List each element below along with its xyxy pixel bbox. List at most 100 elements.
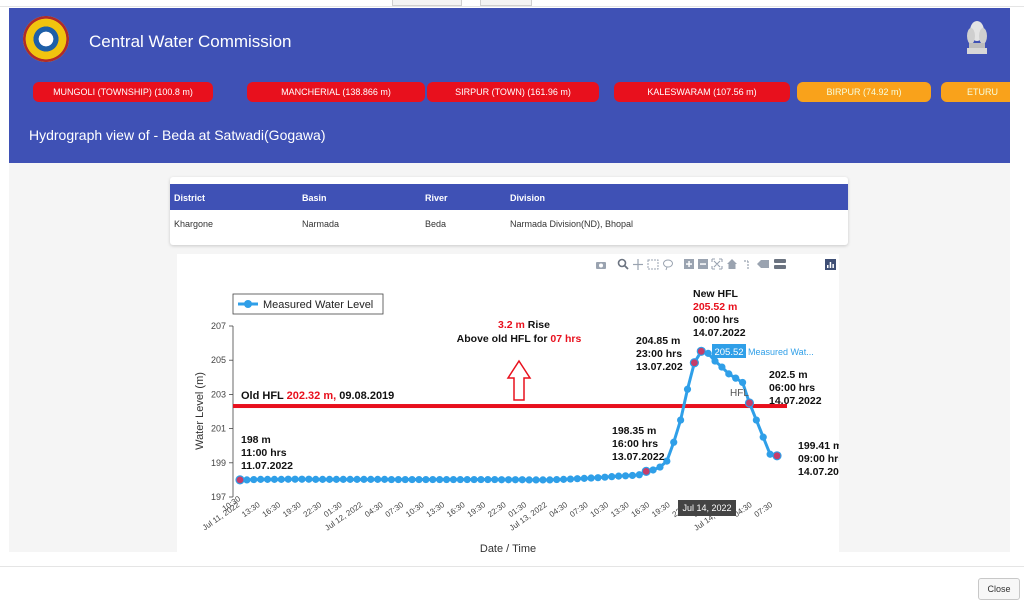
reset-axes-icon[interactable] <box>727 259 737 269</box>
data-point[interactable] <box>463 475 471 484</box>
data-point[interactable] <box>436 475 444 484</box>
highlighted-data-point[interactable] <box>235 475 245 485</box>
data-point[interactable] <box>449 475 458 484</box>
data-point[interactable] <box>615 472 623 480</box>
data-point[interactable] <box>525 476 533 484</box>
data-point[interactable] <box>725 370 733 378</box>
data-point[interactable] <box>319 475 327 483</box>
data-point[interactable] <box>346 475 354 483</box>
data-point[interactable] <box>491 475 499 484</box>
data-point[interactable] <box>477 475 485 484</box>
data-point[interactable] <box>305 475 313 483</box>
data-point[interactable] <box>263 475 272 483</box>
data-point[interactable] <box>663 457 671 465</box>
data-point[interactable] <box>284 475 292 483</box>
data-point[interactable] <box>635 471 643 479</box>
highlighted-data-point[interactable] <box>696 346 706 356</box>
data-point[interactable] <box>243 476 251 484</box>
data-point[interactable] <box>656 463 664 471</box>
data-point[interactable] <box>339 475 347 483</box>
data-point[interactable] <box>573 475 581 483</box>
station-chip-mancherial[interactable]: MANCHERIAL (138.866 m) <box>247 82 425 102</box>
data-point[interactable] <box>374 475 382 483</box>
data-point[interactable] <box>325 475 334 483</box>
data-point[interactable] <box>298 475 306 483</box>
data-point[interactable] <box>415 475 423 484</box>
top-tab[interactable] <box>392 0 462 6</box>
data-point[interactable] <box>408 475 416 484</box>
station-chip-eturu[interactable]: ETURU <box>941 82 1010 102</box>
data-point[interactable] <box>312 475 320 483</box>
data-point[interactable] <box>587 474 595 482</box>
data-point[interactable] <box>387 475 396 484</box>
data-point[interactable] <box>546 476 554 484</box>
data-point[interactable] <box>532 476 540 484</box>
data-point[interactable] <box>766 450 774 458</box>
data-point[interactable] <box>677 416 685 424</box>
data-point[interactable] <box>683 385 692 393</box>
data-point[interactable] <box>752 416 760 424</box>
data-point[interactable] <box>732 374 740 382</box>
zoom-out-icon[interactable] <box>698 259 708 269</box>
data-point[interactable] <box>594 474 602 482</box>
data-point[interactable] <box>711 357 719 365</box>
station-chip-kaleswaram[interactable]: KALESWARAM (107.56 m) <box>614 82 790 102</box>
data-point[interactable] <box>580 474 588 482</box>
data-point[interactable] <box>608 473 616 481</box>
data-point[interactable] <box>738 378 747 387</box>
pan-icon[interactable] <box>633 259 643 270</box>
station-chip-mungoli[interactable]: MUNGOLI (TOWNSHIP) (100.8 m) <box>33 82 213 102</box>
plotly-logo-icon[interactable] <box>825 259 836 270</box>
data-point[interactable] <box>456 475 464 484</box>
data-point[interactable] <box>704 349 712 357</box>
data-point[interactable] <box>511 476 519 484</box>
camera-icon[interactable] <box>596 262 606 269</box>
data-point[interactable] <box>277 475 285 483</box>
data-point[interactable] <box>539 476 547 484</box>
data-point[interactable] <box>429 475 437 484</box>
data-point[interactable] <box>332 475 340 483</box>
data-point[interactable] <box>718 363 726 371</box>
lasso-icon[interactable] <box>663 259 673 271</box>
data-point[interactable] <box>270 475 279 483</box>
zoom-in-icon[interactable] <box>684 259 694 269</box>
data-point[interactable] <box>559 475 568 483</box>
hover-closest-icon[interactable] <box>757 260 769 268</box>
data-point[interactable] <box>518 476 526 484</box>
data-point[interactable] <box>601 473 609 481</box>
data-point[interactable] <box>257 475 265 483</box>
autoscale-icon[interactable] <box>711 258 723 270</box>
data-point[interactable] <box>380 475 389 483</box>
data-point[interactable] <box>649 466 657 474</box>
data-point[interactable] <box>498 476 506 484</box>
data-point[interactable] <box>670 438 678 446</box>
hover-compare-icon[interactable] <box>774 259 786 269</box>
highlighted-data-point[interactable] <box>772 451 782 461</box>
data-point[interactable] <box>628 471 637 480</box>
data-point[interactable] <box>621 472 630 480</box>
measured-water-level-series[interactable] <box>235 346 782 485</box>
highlighted-data-point[interactable] <box>641 466 651 476</box>
data-point[interactable] <box>401 475 409 484</box>
data-point[interactable] <box>442 475 451 484</box>
top-tab[interactable] <box>480 0 532 6</box>
highlighted-data-point[interactable] <box>744 398 755 408</box>
box-select-icon[interactable] <box>647 259 659 270</box>
zoom-icon[interactable] <box>617 258 629 270</box>
data-point[interactable] <box>360 475 368 483</box>
highlighted-data-point[interactable] <box>689 358 699 368</box>
data-point[interactable] <box>394 475 402 484</box>
data-point[interactable] <box>553 475 561 484</box>
data-point[interactable] <box>291 475 299 483</box>
station-chip-sirpur[interactable]: SIRPUR (TOWN) (161.96 m) <box>427 82 599 102</box>
data-point[interactable] <box>353 475 361 483</box>
spike-lines-icon[interactable] <box>744 260 749 269</box>
data-point[interactable] <box>484 475 492 484</box>
data-point[interactable] <box>422 475 430 484</box>
close-button[interactable]: Close <box>978 578 1020 600</box>
data-point[interactable] <box>566 475 575 483</box>
data-point[interactable] <box>504 476 513 484</box>
data-point[interactable] <box>250 475 258 484</box>
data-point[interactable] <box>367 475 375 483</box>
